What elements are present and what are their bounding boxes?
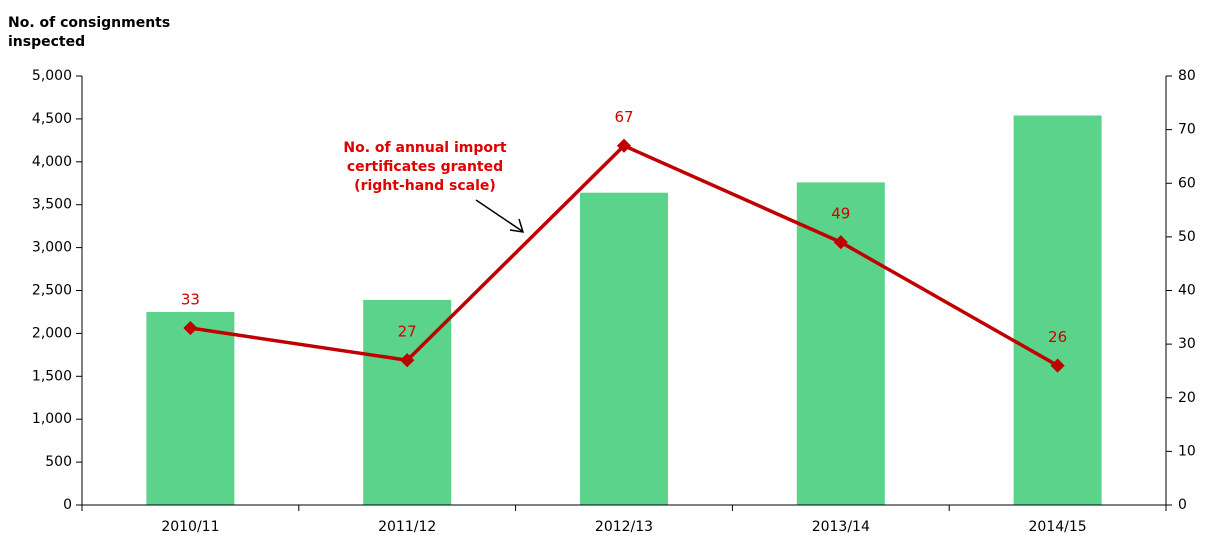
x-tick-label: 2010/11	[161, 519, 219, 535]
y-tick-label: 5,000	[32, 68, 72, 84]
x-tick-label: 2012/13	[595, 519, 653, 535]
y2-tick-label: 0	[1178, 497, 1187, 513]
y-tick-label: 3,000	[32, 240, 72, 256]
y-tick-label: 1,500	[32, 368, 72, 384]
data-label: 27	[398, 323, 417, 341]
annotation-arrow	[475, 199, 523, 232]
y2-tick-label: 20	[1178, 390, 1196, 406]
bar	[363, 299, 452, 505]
bar	[146, 311, 235, 505]
data-label: 33	[181, 291, 200, 309]
y-tick-label: 0	[63, 497, 72, 513]
y-axis-label: No. of consignments	[8, 15, 170, 31]
data-label: 49	[831, 205, 850, 223]
y-tick-label: 1,000	[32, 411, 72, 427]
line-marker	[833, 235, 848, 250]
bar	[580, 192, 668, 506]
line-marker	[183, 320, 198, 336]
line-marker	[400, 353, 415, 368]
x-tick-label: 2013/14	[812, 519, 870, 535]
y-axis-label: inspected	[8, 34, 85, 50]
y2-tick-label: 80	[1178, 68, 1196, 84]
x-tick-label: 2014/15	[1029, 519, 1087, 535]
annotation: (right-hand scale)	[354, 178, 496, 194]
bar	[1013, 115, 1102, 505]
annotation: certificates granted	[347, 159, 503, 175]
line-marker	[616, 138, 632, 153]
bar	[796, 182, 885, 505]
y2-tick-label: 70	[1178, 122, 1196, 138]
line-marker	[1050, 358, 1065, 373]
y2-tick-label: 10	[1178, 443, 1196, 459]
y-tick-label: 4,000	[32, 154, 72, 170]
y2-tick-label: 30	[1178, 336, 1196, 352]
y2-tick-label: 40	[1178, 283, 1196, 299]
x-tick-label: 2011/12	[378, 519, 436, 535]
data-label: 26	[1048, 328, 1067, 346]
y-tick-label: 2,000	[32, 325, 72, 341]
y2-tick-label: 60	[1178, 175, 1196, 191]
data-label: 67	[614, 108, 633, 126]
y-tick-label: 2,500	[32, 283, 72, 299]
y-tick-label: 4,500	[32, 111, 72, 127]
annotation: No. of annual import	[343, 140, 507, 156]
y2-tick-label: 50	[1178, 229, 1196, 245]
y-tick-label: 3,500	[32, 197, 72, 213]
annotation-arrowhead	[509, 218, 525, 233]
y-tick-label: 500	[45, 454, 72, 470]
